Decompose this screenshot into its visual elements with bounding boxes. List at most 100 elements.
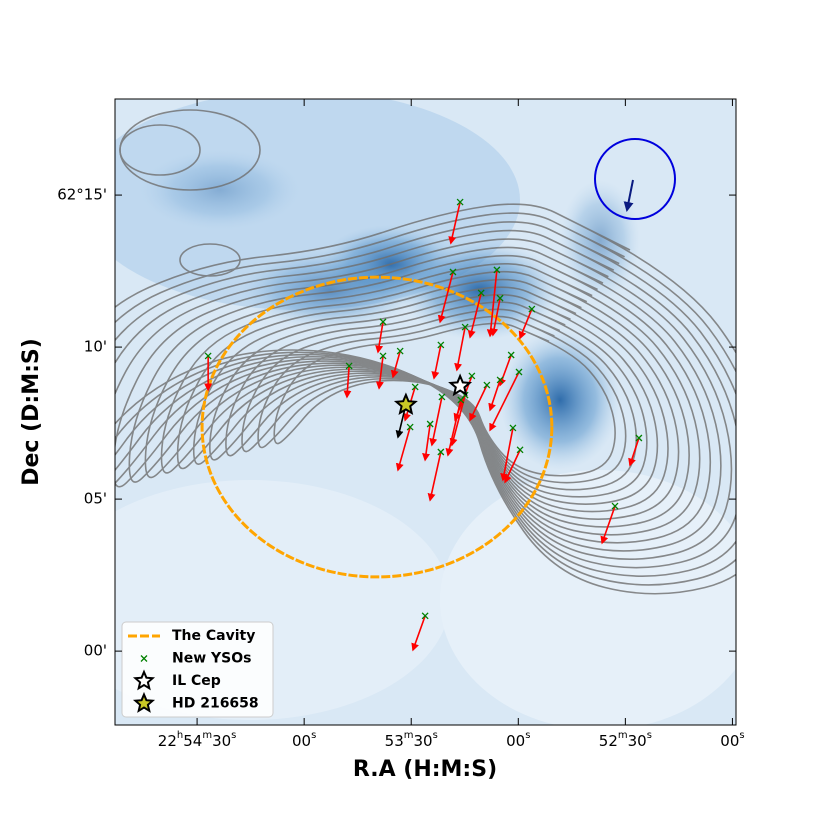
yso-marker [507,351,515,359]
yso-marker [406,423,414,431]
proper-motion-arrow [500,427,514,482]
x-axis-label: R.A (H:M:S) [353,757,497,782]
y-axis-label: Dec (D:M:S) [19,338,44,486]
proper-motion-arrow [448,201,461,245]
contour [176,278,680,520]
proper-motion-arrow [490,297,501,337]
y-tick-label: 62°15' [57,186,107,204]
yso-marker [516,446,524,454]
y-tick-label: 05' [84,490,107,508]
yso-marker [449,268,457,276]
yso-marker [426,420,434,428]
yso-marker [437,448,445,456]
cavity [200,275,554,579]
contour [241,308,638,491]
contour [257,315,627,484]
contour [115,229,736,569]
yso-marker [483,381,491,389]
yso-marker [528,305,536,313]
star-marker [448,373,473,397]
yso-marker [477,289,485,297]
yso-marker [411,383,419,391]
proper-motion-arrow [429,396,443,447]
legend-label: IL Cep [172,673,221,689]
x-tick-label: 53m30s [385,730,438,750]
contour [225,301,648,498]
contour [209,293,659,505]
contour [179,243,241,277]
yso-marker [515,368,523,376]
yso-marker [635,434,643,442]
x-tick-label: 00s [720,730,744,750]
proper-motion-arrow [449,394,466,447]
proper-motion-arrow [486,269,498,338]
contour [273,322,616,477]
contour [192,286,669,513]
yso-marker [204,352,212,360]
proper-motion-arrow [518,308,533,340]
legend: The Cavity New YSOs IL Cep HD 216658 [121,621,274,718]
x-tick-label: 52m30s [599,730,652,750]
contour [115,238,733,561]
proper-motion-arrow [411,615,426,652]
yso-marker [345,362,353,370]
proper-motion-arrow [498,354,512,387]
proper-motion-arrow [437,271,454,324]
legend-swatch [132,691,156,713]
yso-marker [493,266,501,274]
star-marker [393,392,418,415]
legend-label: HD 216658 [172,696,259,712]
proper-motion-arrow [600,505,616,545]
legend-label: New YSOs [172,651,251,667]
legend-box [121,621,274,718]
contour [115,221,736,578]
proper-motion-arrow [395,426,411,472]
yso-marker [611,502,619,510]
highlight-arrow [623,179,634,212]
proper-motion-arrow [375,321,384,354]
yso-marker [496,294,504,302]
legend-label: The Cavity [172,628,255,644]
proper-motion-arrow [454,326,466,372]
proper-motion-arrow [489,371,520,432]
proper-motion-arrow [488,379,501,412]
yso-marker [379,318,387,326]
yso-marker [438,393,446,401]
proper-motion-arrow [504,449,521,484]
contour [160,270,690,528]
contour [115,212,736,586]
proper-motion-arrow [427,451,442,502]
yso-marker [379,352,387,360]
proper-motion-arrow [431,344,442,380]
yso-marker [421,612,429,620]
contour [115,203,736,595]
yso-marker [457,396,465,404]
yso-marker [140,655,148,662]
legend-swatch [132,669,156,691]
contour [119,124,201,176]
yso-marker [509,424,517,432]
proper-motion-arrow [422,423,431,462]
plot-frame [114,98,737,726]
proper-motion-arrow [390,350,401,379]
yso-marker [461,323,469,331]
proper-motion-arrow [343,365,352,399]
highlight-circle [594,138,676,220]
yso-marker [456,198,464,206]
yso-marker [496,376,504,384]
yso-marker [468,372,476,380]
y-tick-label: 00' [84,642,107,660]
yso-marker [437,341,445,349]
x-tick-label: 00s [506,730,530,750]
yso-marker [396,347,404,355]
contour [144,262,701,536]
x-tick-label: 00s [292,730,316,750]
proper-motion-arrow [467,292,482,339]
proper-motion-arrow [628,437,640,467]
x-tick-label: 22h54m30s [158,730,237,750]
contour [128,254,712,544]
proper-motion-arrow [445,399,462,457]
proper-motion-arrow [469,384,488,422]
